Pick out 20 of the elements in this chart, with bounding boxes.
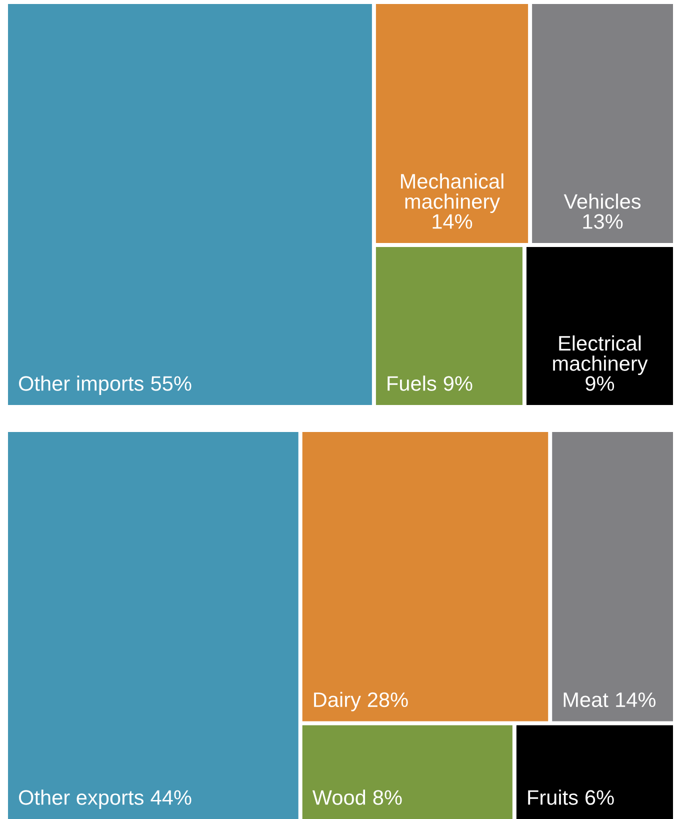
data-label: 14%	[432, 214, 472, 229]
data-label: 14%	[616, 692, 656, 708]
data-label: 6%	[586, 790, 614, 805]
category-label: Meat	[564, 692, 608, 708]
data-label: 28%	[368, 692, 408, 708]
data-label: 55%	[151, 376, 192, 391]
data-label: 9%	[586, 376, 614, 391]
data-label: 9%	[444, 376, 472, 391]
category-label: Other exports	[18, 790, 144, 809]
category-label: Wood	[312, 790, 366, 805]
category-label: Vehicles	[564, 194, 641, 209]
data-label: 44%	[150, 790, 192, 805]
category-label: Fuels	[388, 376, 436, 391]
category-label: Dairy	[314, 692, 361, 712]
data-label: 13%	[583, 214, 623, 229]
category-label: Electrical machinery	[553, 335, 648, 375]
data-label: 8%	[373, 790, 402, 805]
category-label: Other imports	[18, 376, 144, 395]
category-label: Fruits	[528, 790, 578, 805]
category-label: Mechanical machinery	[401, 173, 504, 213]
